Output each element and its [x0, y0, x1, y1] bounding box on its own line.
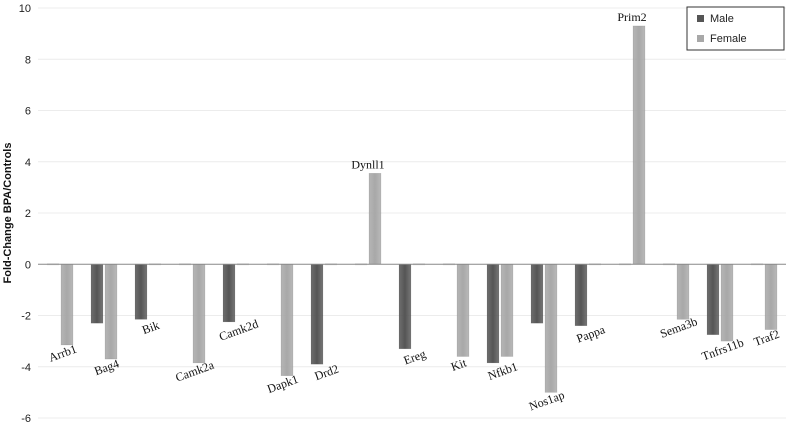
category-label-drd2: Drd2 [313, 362, 341, 384]
legend-label-male: Male [710, 13, 734, 25]
bar-female-tnfrs11b [720, 264, 734, 342]
bar-male-ereg [398, 264, 412, 350]
legend: Male Female [686, 6, 785, 51]
y-tick-label: 10 [19, 3, 31, 15]
bar-female-nfkb1 [500, 264, 514, 357]
category-label-prim2: Prim2 [617, 10, 646, 24]
y-tick-label: 0 [25, 259, 31, 271]
bar-male-drd2 [310, 264, 324, 365]
gridlines [38, 7, 786, 419]
bar-male-nfkb1 [486, 264, 500, 364]
bar-female-sema3b [676, 264, 690, 320]
y-tick-label: 4 [25, 157, 31, 169]
bar-female-dynll1 [368, 173, 382, 265]
bar-female-camk2a [192, 264, 206, 364]
legend-label-female: Female [710, 33, 747, 45]
category-label-ereg: Ereg [402, 347, 428, 368]
bar-female-arrb1 [60, 264, 74, 346]
bar-female-traf2 [764, 264, 778, 330]
bar-male-tnfrs11b [706, 264, 720, 335]
bar-female-prim2 [632, 25, 646, 265]
legend-swatch-male [697, 15, 704, 22]
y-axis-ticks: -6 -4 -2 0 2 4 6 8 10 [19, 3, 31, 424]
y-tick-label: 6 [25, 106, 31, 118]
bar-male-camk2d [222, 264, 236, 323]
y-tick-label: 8 [25, 54, 31, 66]
bar-male-bik [134, 264, 148, 320]
bar-male-nos1ap [530, 264, 544, 324]
y-axis-title: Fold-Change BPA/Controls [2, 143, 14, 284]
category-label-dapk1: Dapk1 [265, 372, 300, 396]
y-tick-label: 2 [25, 208, 31, 220]
category-label-dynll1: Dynll1 [351, 157, 384, 171]
bars [47, 25, 778, 393]
legend-swatch-female [697, 35, 704, 42]
y-tick-label: -4 [21, 362, 31, 374]
bar-female-nos1ap [544, 264, 558, 393]
legend-box [686, 6, 785, 51]
category-label-bag4: Bag4 [92, 356, 121, 378]
bar-female-bag4 [104, 264, 118, 360]
y-tick-label: -2 [21, 311, 31, 323]
y-tick-label: -6 [21, 413, 31, 424]
category-label-bik: Bik [140, 318, 161, 337]
bar-male-bag4 [90, 264, 104, 324]
category-label-kit: Kit [449, 355, 469, 374]
category-label-traf2: Traf2 [752, 327, 781, 349]
bar-female-dapk1 [280, 264, 294, 376]
bar-male-pappa [574, 264, 588, 326]
category-label-arrb1: Arrb1 [47, 342, 79, 365]
bar-female-kit [456, 264, 470, 357]
